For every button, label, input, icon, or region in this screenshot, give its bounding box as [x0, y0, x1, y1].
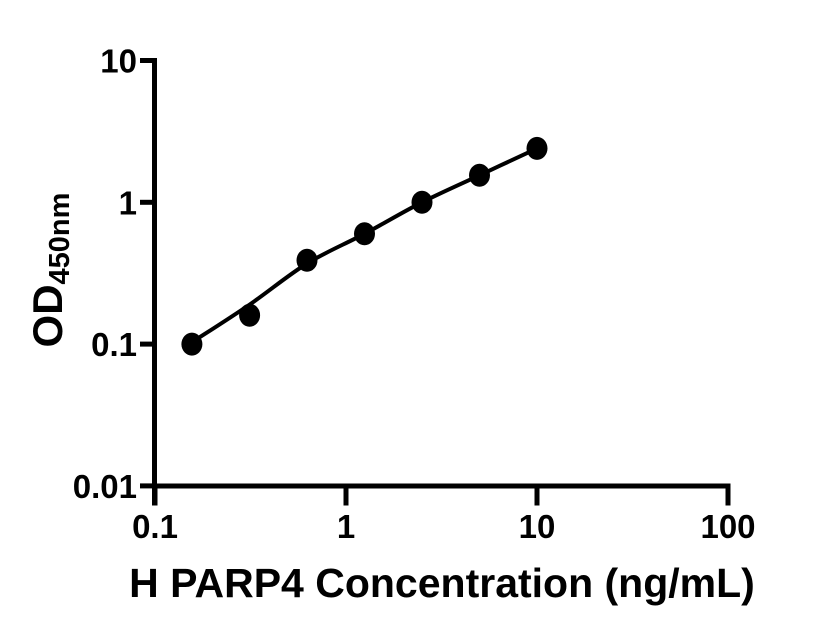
- axes: [152, 58, 731, 506]
- y-tick-label: 0.01: [73, 468, 137, 505]
- data-points: [181, 136, 548, 356]
- y-axis-title-main: OD: [24, 284, 71, 347]
- y-tick-label: 1: [119, 184, 137, 221]
- x-tick: [534, 488, 540, 506]
- x-tick: [152, 488, 158, 506]
- x-tick: [343, 488, 349, 506]
- x-tick-label: 10: [519, 508, 556, 545]
- y-tick-label: 10: [100, 43, 137, 80]
- data-point-marker: [411, 190, 433, 214]
- data-point-marker: [296, 248, 318, 272]
- tick-marks: [140, 58, 731, 506]
- y-axis-title: OD450nm: [24, 193, 76, 348]
- data-point-marker: [181, 332, 203, 356]
- x-tick-label: 0.1: [132, 508, 178, 545]
- y-tick: [140, 483, 155, 489]
- y-tick: [140, 58, 155, 63]
- x-axis-line: [152, 483, 731, 489]
- x-tick-label: 1: [337, 508, 355, 545]
- data-point-marker: [354, 222, 375, 246]
- data-point-marker: [469, 163, 490, 187]
- y-axis-line: [152, 58, 157, 506]
- y-axis-title-text: OD450nm: [24, 193, 76, 348]
- x-tick: [725, 488, 731, 506]
- data-point-marker: [526, 136, 548, 160]
- y-tick: [140, 199, 155, 205]
- x-tick-label: 100: [700, 508, 755, 545]
- y-axis-title-subscript: 450nm: [44, 193, 76, 285]
- data-point-marker: [239, 303, 261, 327]
- y-tick: [140, 341, 155, 347]
- y-tick-label: 0.1: [91, 326, 137, 363]
- x-axis-title: H PARP4 Concentration (ng/mL): [129, 560, 755, 606]
